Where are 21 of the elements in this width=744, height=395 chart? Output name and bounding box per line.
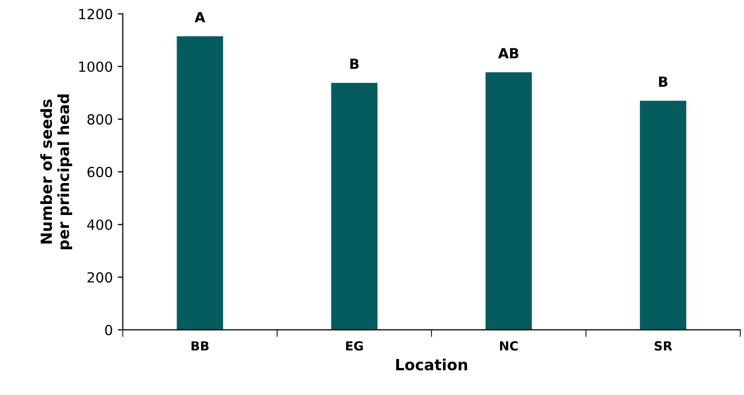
y-tick-label: 400 (87, 219, 112, 230)
annotation: AB (498, 48, 518, 58)
bar (486, 72, 532, 330)
y-tick-label: 1000 (79, 61, 112, 72)
annotation: A (194, 12, 206, 22)
y-axis-title: Number of seeds per principal head (40, 94, 72, 250)
y-tick-label: 0 (105, 324, 112, 336)
bar (331, 82, 378, 330)
x-tick-label: BB (192, 341, 209, 350)
y-tick-label: 800 (87, 114, 112, 125)
x-axis-title: Location (396, 358, 468, 370)
y-tick-label: 200 (88, 272, 112, 283)
annotation: B (659, 76, 668, 87)
x-tick-label: SR (654, 341, 672, 351)
x-tick-label: EG (346, 341, 363, 351)
y-tick-label: 1200 (79, 8, 112, 20)
bar (640, 100, 686, 330)
bar (176, 36, 224, 330)
annotation: B (350, 58, 359, 69)
x-tick-label: NC (500, 341, 518, 351)
y-tick-label: 600 (87, 166, 112, 178)
